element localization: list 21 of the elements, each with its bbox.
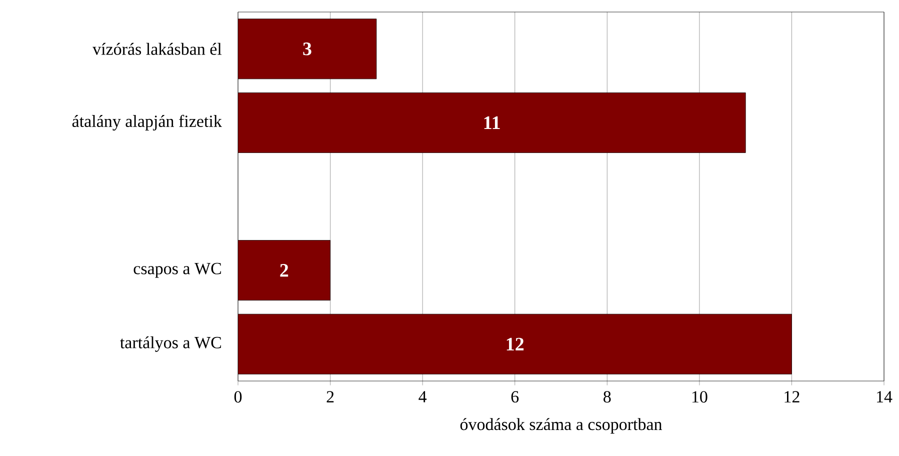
x-axis-title: óvodások száma a csoportban [460, 418, 662, 434]
bar [238, 18, 377, 80]
y-tick-label: csapos a WC [134, 262, 221, 278]
x-tick-label: 0 [234, 391, 242, 403]
x-tick-label: 12 [784, 391, 800, 402]
y-tick-label: tartályos a WC [120, 336, 221, 352]
x-tick-label: 2 [326, 391, 334, 402]
data-label: 12 [506, 338, 524, 350]
data-label: 2 [280, 264, 288, 277]
data-label: 3 [303, 42, 312, 56]
x-tick-label: 14 [877, 391, 892, 402]
x-tick-label: 4 [418, 391, 427, 402]
y-tick-label: átalány alapján fizetik [72, 114, 222, 131]
data-label: 11 [484, 116, 500, 129]
x-tick-label: 8 [604, 391, 611, 403]
x-tick-label: 10 [692, 391, 708, 403]
bar [238, 240, 330, 301]
bar [238, 92, 746, 153]
x-tick-label: 6 [511, 391, 519, 403]
bar [238, 314, 792, 374]
y-tick-label: vízórás lakásban él [92, 42, 222, 55]
